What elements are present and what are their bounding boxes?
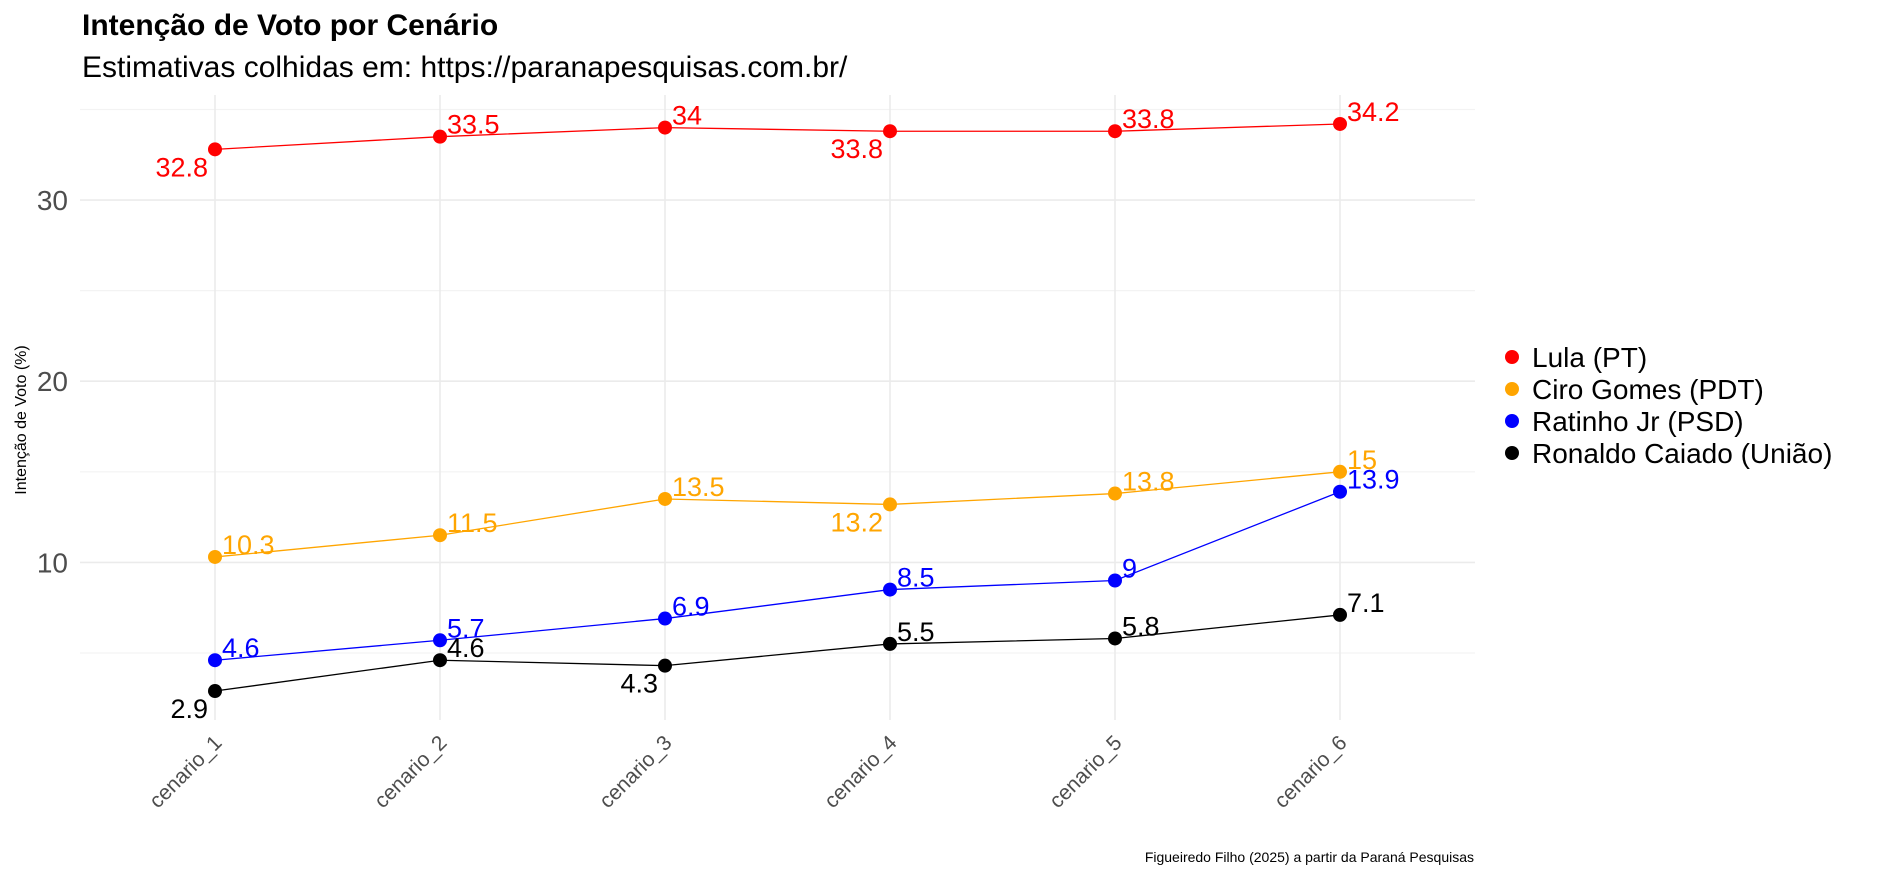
legend-label: Lula (PT) [1532,342,1647,373]
x-tick-label: cenario_1 [145,731,226,812]
data-point [1108,573,1122,588]
legend-item: Lula (PT) [1505,342,1647,373]
data-label: 9 [1122,554,1137,584]
data-label: 6.9 [672,592,710,622]
data-point [208,549,222,564]
data-label: 5.8 [1122,611,1160,641]
data-point [658,658,672,673]
data-point [1108,631,1122,646]
data-point [883,582,897,597]
data-label: 4.3 [620,669,658,699]
data-label: 13.9 [1347,465,1400,495]
y-tick-label: 10 [37,547,68,578]
data-point [1108,486,1122,501]
data-label: 4.6 [222,633,260,663]
data-label: 32.8 [155,152,208,182]
legend: Lula (PT)Ciro Gomes (PDT)Ratinho Jr (PSD… [1505,342,1832,469]
data-point [433,653,447,668]
y-axis-label: Intenção de Voto (%) [13,345,30,494]
data-label: 33.5 [447,110,500,140]
data-label: 5.7 [447,613,485,643]
legend-label: Ratinho Jr (PSD) [1532,406,1744,437]
data-label: 13.2 [830,507,883,537]
series-line [214,123,1341,150]
data-label: 4.6 [447,633,485,663]
series-group: 32.8 33.5 34 33.8 33.8 34.2 10.3 11.5 13.5 13.2 13… [155,97,1399,724]
x-tick-label: cenario_6 [1270,731,1351,812]
legend-key [1505,446,1519,460]
data-point [1333,464,1347,479]
series-line [214,614,1341,692]
series-line [214,471,1341,558]
x-tick-label: cenario_5 [1045,731,1126,812]
data-point [658,120,672,135]
legend-key [1505,414,1519,428]
data-point [883,497,897,512]
legend-label: Ciro Gomes (PDT) [1532,374,1764,405]
data-point [433,129,447,144]
data-point [658,611,672,626]
x-tick-label: cenario_4 [820,731,902,813]
data-point [208,684,222,699]
y-tick-label: 20 [37,366,68,397]
data-label: 33.8 [830,134,883,164]
data-point [883,636,897,651]
series-line [214,491,1341,661]
data-label: 10.3 [222,530,275,560]
data-label: 2.9 [170,694,208,724]
series-2: 10.3 11.5 13.5 13.2 13.8 15 [208,445,1377,564]
data-point [1108,124,1122,139]
legend-item: Ciro Gomes (PDT) [1505,374,1764,405]
data-point [1333,607,1347,622]
data-point [433,528,447,543]
data-label: 13.5 [672,472,725,502]
x-tick-label: cenario_2 [370,731,451,812]
data-point [883,124,897,139]
chart-subtitle: Estimativas colhidas em: https://paranap… [82,51,848,84]
data-point [208,142,222,157]
data-label: 5.5 [897,617,935,647]
data-point [208,653,222,668]
data-label: 34 [672,101,702,131]
series-1: 32.8 33.5 34 33.8 33.8 34.2 [155,97,1399,182]
chart-caption: Figueiredo Filho (2025) a partir da Para… [1145,849,1474,865]
legend-label: Ronaldo Caiado (União) [1532,438,1832,469]
data-point [1333,116,1347,131]
data-point [433,633,447,648]
data-label: 33.8 [1122,104,1175,134]
data-label: 13.8 [1122,467,1175,497]
legend-key [1505,382,1519,396]
y-tick-label: 30 [37,185,68,216]
chart-title: Intenção de Voto por Cenário [82,9,498,42]
x-tick-label: cenario_3 [595,731,676,812]
legend-item: Ronaldo Caiado (União) [1505,438,1832,469]
grid [80,95,1475,720]
data-label: 7.1 [1347,588,1385,618]
series-4: 2.9 4.6 4.3 5.5 5.8 7.1 [170,588,1384,724]
data-point [658,491,672,506]
data-point [1333,484,1347,499]
legend-item: Ratinho Jr (PSD) [1505,406,1744,437]
legend-key [1505,350,1519,364]
data-label: 11.5 [447,508,498,538]
data-label: 8.5 [897,563,935,593]
data-label: 34.2 [1347,97,1400,127]
data-label: 15 [1347,445,1377,475]
series-3: 4.65.76.98.5 913.9 [208,465,1400,668]
